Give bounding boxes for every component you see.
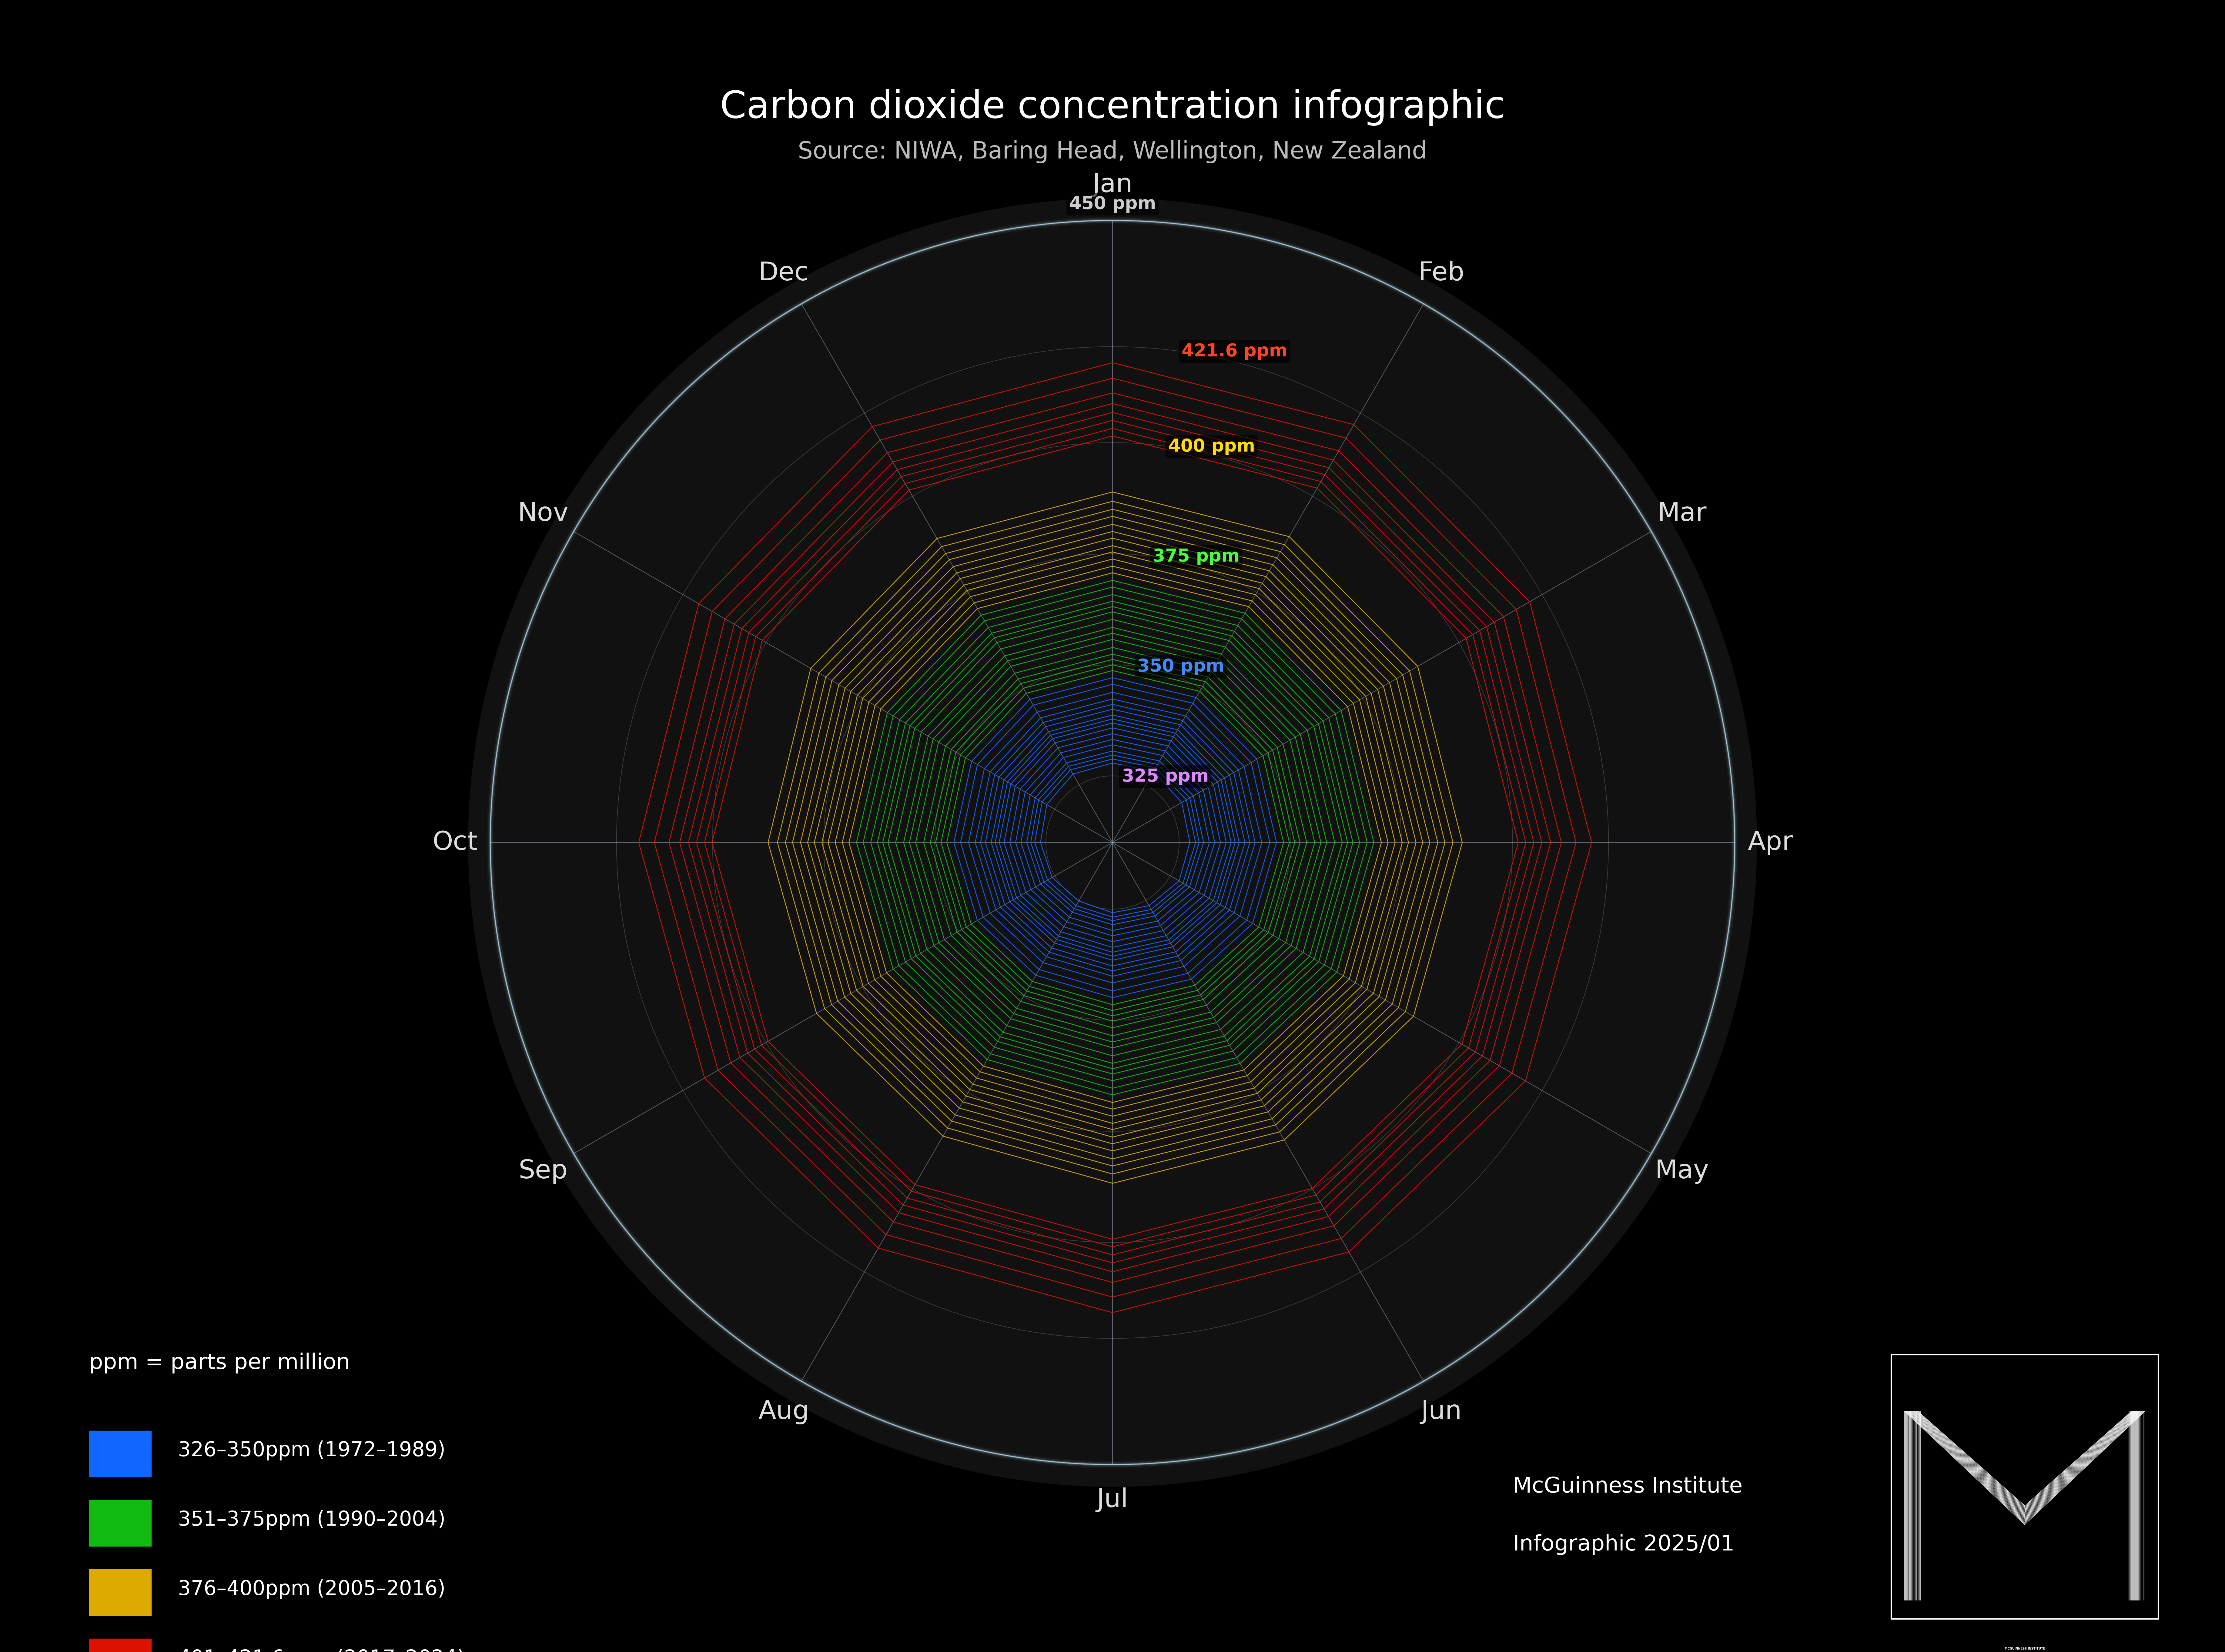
Text: ppm = parts per million: ppm = parts per million xyxy=(89,1353,349,1373)
Text: May: May xyxy=(1655,1158,1709,1184)
Text: 351–375ppm (1990–2004): 351–375ppm (1990–2004) xyxy=(178,1510,445,1530)
Text: Mar: Mar xyxy=(1658,501,1707,527)
Text: 325 ppm: 325 ppm xyxy=(1121,768,1208,785)
Polygon shape xyxy=(436,167,1789,1518)
Text: Jan: Jan xyxy=(1092,172,1133,198)
Text: 401–421.6ppm (2017–2024): 401–421.6ppm (2017–2024) xyxy=(178,1649,465,1652)
Text: Oct: Oct xyxy=(432,829,478,856)
Text: 326–350ppm (1972–1989): 326–350ppm (1972–1989) xyxy=(178,1441,445,1460)
Text: Nov: Nov xyxy=(518,501,567,527)
Text: Source: NIWA, Baring Head, Wellington, New Zealand: Source: NIWA, Baring Head, Wellington, N… xyxy=(799,140,1426,164)
Text: 450 ppm: 450 ppm xyxy=(1068,195,1157,213)
Text: Feb: Feb xyxy=(1417,261,1464,286)
Text: 400 ppm: 400 ppm xyxy=(1168,438,1255,456)
Text: 375 ppm: 375 ppm xyxy=(1153,548,1239,565)
Text: 350 ppm: 350 ppm xyxy=(1137,657,1224,676)
Text: 421.6 ppm: 421.6 ppm xyxy=(1181,344,1288,360)
Text: Aug: Aug xyxy=(759,1399,810,1424)
Text: MCGUINNESS INSTITUTE: MCGUINNESS INSTITUTE xyxy=(2005,1647,2045,1650)
Text: Jul: Jul xyxy=(1097,1487,1128,1513)
Text: Apr: Apr xyxy=(1747,829,1793,856)
Text: 376–400ppm (2005–2016): 376–400ppm (2005–2016) xyxy=(178,1579,445,1599)
Text: Infographic 2025/01: Infographic 2025/01 xyxy=(1513,1535,1736,1555)
Text: Jun: Jun xyxy=(1422,1399,1462,1424)
Text: Dec: Dec xyxy=(759,261,810,286)
Text: Carbon dioxide concentration infographic: Carbon dioxide concentration infographic xyxy=(721,89,1504,126)
Text: McGuinness Institute: McGuinness Institute xyxy=(1513,1477,1742,1497)
Text: Sep: Sep xyxy=(518,1158,567,1184)
